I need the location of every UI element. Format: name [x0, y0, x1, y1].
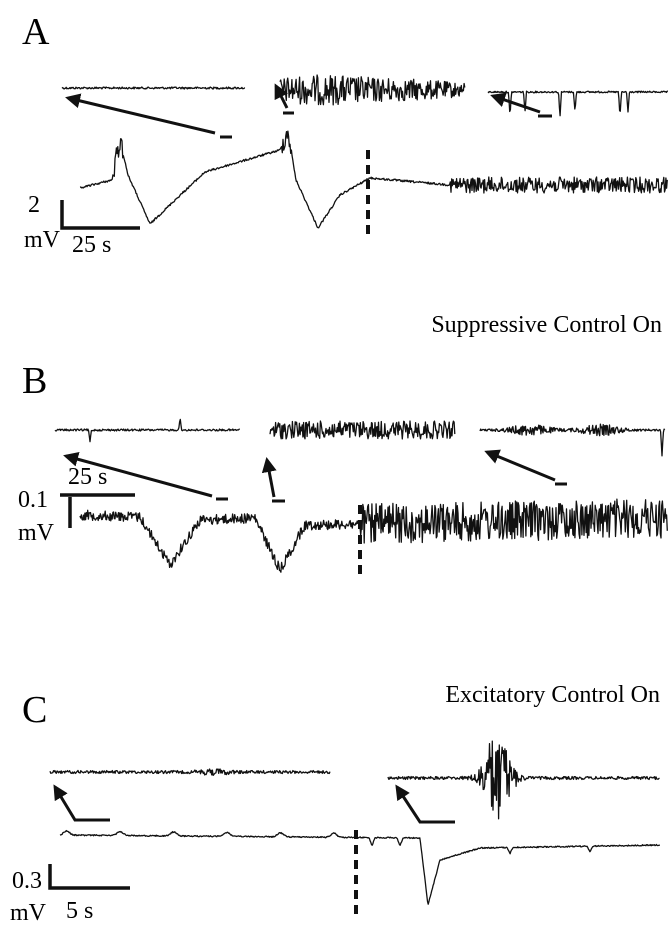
scale-bar	[60, 493, 135, 528]
scale-time: 25 s	[68, 464, 107, 490]
trace	[79, 498, 668, 573]
scale-time: 5 s	[66, 898, 93, 924]
trace	[479, 423, 666, 457]
trace	[79, 130, 668, 229]
scale-time: 25 s	[72, 232, 111, 258]
scale-bar	[48, 864, 130, 890]
scale-unit: mV	[18, 520, 55, 546]
trace	[487, 90, 668, 117]
trace	[269, 420, 456, 440]
annotation: Excitatory Control On	[445, 682, 660, 708]
arrows	[53, 83, 567, 824]
trace	[49, 768, 331, 777]
panel-label: A	[22, 11, 50, 53]
scale-bar	[60, 200, 140, 230]
scale-amplitude: 2	[28, 192, 40, 218]
trace	[59, 829, 661, 905]
scale-unit: mV	[24, 227, 61, 253]
panel-label: C	[22, 689, 47, 731]
trace	[61, 86, 246, 90]
scale-amplitude: 0.3	[12, 868, 42, 894]
scale-unit: mV	[10, 900, 47, 926]
trace	[279, 74, 466, 106]
panel-label: B	[22, 360, 47, 402]
annotation: Suppressive Control On	[431, 312, 662, 338]
trace	[387, 740, 660, 820]
trace	[54, 418, 240, 443]
scale-amplitude: 0.1	[18, 487, 48, 513]
